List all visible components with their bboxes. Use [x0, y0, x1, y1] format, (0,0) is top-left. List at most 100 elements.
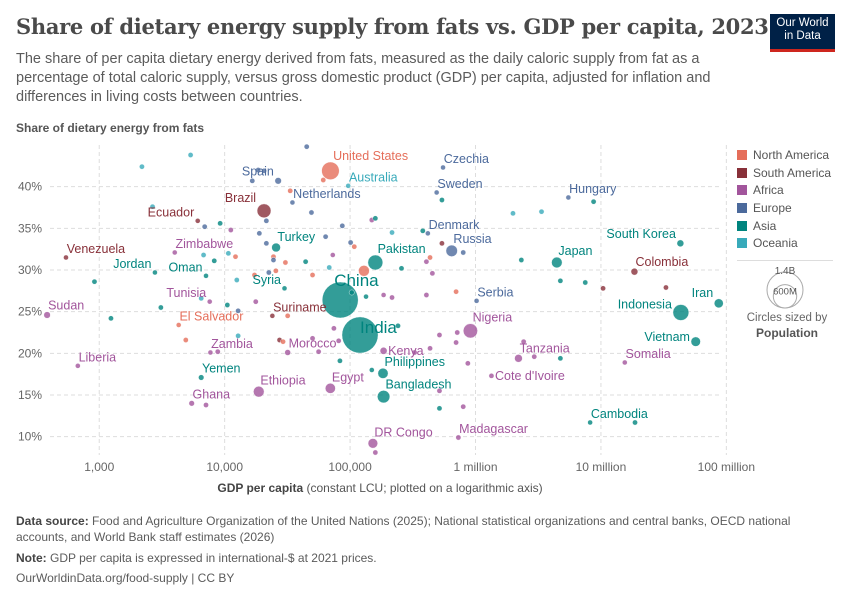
point-label: Liberia	[79, 350, 117, 364]
legend-swatch	[737, 238, 747, 249]
data-point	[308, 209, 315, 216]
x-tick-label: 100,000	[328, 460, 372, 474]
legend-item[interactable]: Oceania	[737, 234, 833, 252]
data-point	[663, 284, 669, 291]
data-point	[321, 281, 359, 319]
data-point	[273, 268, 279, 274]
data-point	[439, 240, 445, 247]
data-point	[630, 268, 639, 276]
data-point	[255, 167, 261, 173]
point-label: Russia	[453, 232, 491, 246]
data-point	[261, 168, 267, 174]
data-point	[152, 269, 158, 276]
point-label: Pakistan	[378, 242, 426, 256]
data-point	[183, 337, 189, 343]
point-label: Sudan	[48, 299, 84, 313]
point-label: Somalia	[626, 347, 671, 361]
point-label: Cambodia	[591, 407, 648, 421]
data-point	[436, 332, 443, 338]
y-tick-label: 20%	[18, 346, 42, 360]
y-tick-label: 30%	[18, 263, 42, 277]
data-point	[518, 257, 525, 263]
data-point	[175, 322, 182, 328]
data-point	[465, 360, 471, 367]
legend-item[interactable]: North America	[737, 146, 833, 164]
x-tick-label: 100 million	[698, 460, 755, 474]
legend-item[interactable]: Africa	[737, 181, 833, 199]
owid-logo[interactable]: Our World in Data	[770, 14, 835, 52]
x-tick-label: 1 million	[453, 460, 497, 474]
data-point	[249, 178, 256, 184]
point-label: Sweden	[437, 177, 482, 191]
data-point	[198, 295, 205, 302]
data-point	[690, 336, 701, 347]
point-label: Hungary	[569, 182, 617, 196]
data-point	[289, 199, 296, 206]
legend-swatch	[737, 185, 747, 196]
legend-item[interactable]: Asia	[737, 217, 833, 235]
data-source: Data source: Food and Agriculture Organi…	[16, 514, 791, 544]
data-point	[411, 349, 418, 356]
data-point	[217, 220, 223, 227]
data-point	[453, 288, 459, 295]
data-point	[274, 177, 282, 185]
x-tick-label: 10 million	[576, 460, 627, 474]
point-label: Brazil	[225, 191, 256, 205]
data-point	[188, 400, 195, 407]
data-point	[309, 335, 316, 342]
data-point	[488, 373, 495, 379]
chart-title: Share of dietary energy supply from fats…	[16, 14, 769, 39]
data-point	[63, 254, 69, 261]
data-point	[436, 405, 443, 412]
data-point	[520, 338, 527, 345]
point-label: Jordan	[113, 257, 151, 271]
data-point	[347, 239, 354, 246]
legend-item[interactable]: South America	[737, 164, 833, 182]
data-point	[139, 163, 145, 170]
data-point	[281, 285, 288, 292]
point-label: El Salvador	[179, 310, 243, 324]
data-point	[207, 349, 214, 356]
legend-swatch	[737, 149, 747, 160]
data-point	[380, 292, 387, 298]
point-label: Denmark	[429, 218, 480, 232]
data-point	[433, 189, 440, 196]
point-label: Ecuador	[148, 205, 195, 219]
data-point	[436, 388, 443, 394]
data-point	[345, 183, 351, 189]
point-label: Spain	[242, 165, 274, 179]
legend-divider	[737, 260, 833, 262]
data-point	[203, 402, 209, 408]
data-point	[454, 329, 461, 336]
data-point	[427, 254, 433, 261]
data-point	[377, 390, 391, 404]
data-point	[622, 359, 628, 366]
data-point	[326, 264, 333, 271]
data-point	[269, 313, 276, 319]
data-point	[256, 230, 263, 237]
data-point	[358, 265, 370, 277]
data-point	[302, 258, 309, 265]
data-point	[582, 279, 589, 286]
data-point	[455, 434, 462, 441]
data-point	[263, 218, 270, 224]
data-point	[551, 256, 563, 269]
data-point	[207, 298, 213, 305]
data-point	[270, 257, 277, 263]
data-point	[325, 383, 336, 394]
data-point	[322, 233, 329, 240]
point-label: Australia	[349, 170, 398, 184]
data-point	[590, 198, 597, 205]
data-point	[309, 272, 316, 278]
data-point	[439, 197, 445, 203]
x-tick-label: 1,000	[84, 460, 114, 474]
point-label: Japan	[558, 244, 592, 258]
data-point	[420, 228, 426, 234]
point-label: Bangladesh	[385, 377, 451, 391]
point-label: Zambia	[211, 337, 253, 351]
source-link[interactable]: OurWorldinData.org/food-supply | CC BY	[16, 571, 235, 585]
data-point	[632, 419, 638, 426]
point-label: Czechia	[444, 152, 489, 166]
legend-item[interactable]: Europe	[737, 199, 833, 217]
